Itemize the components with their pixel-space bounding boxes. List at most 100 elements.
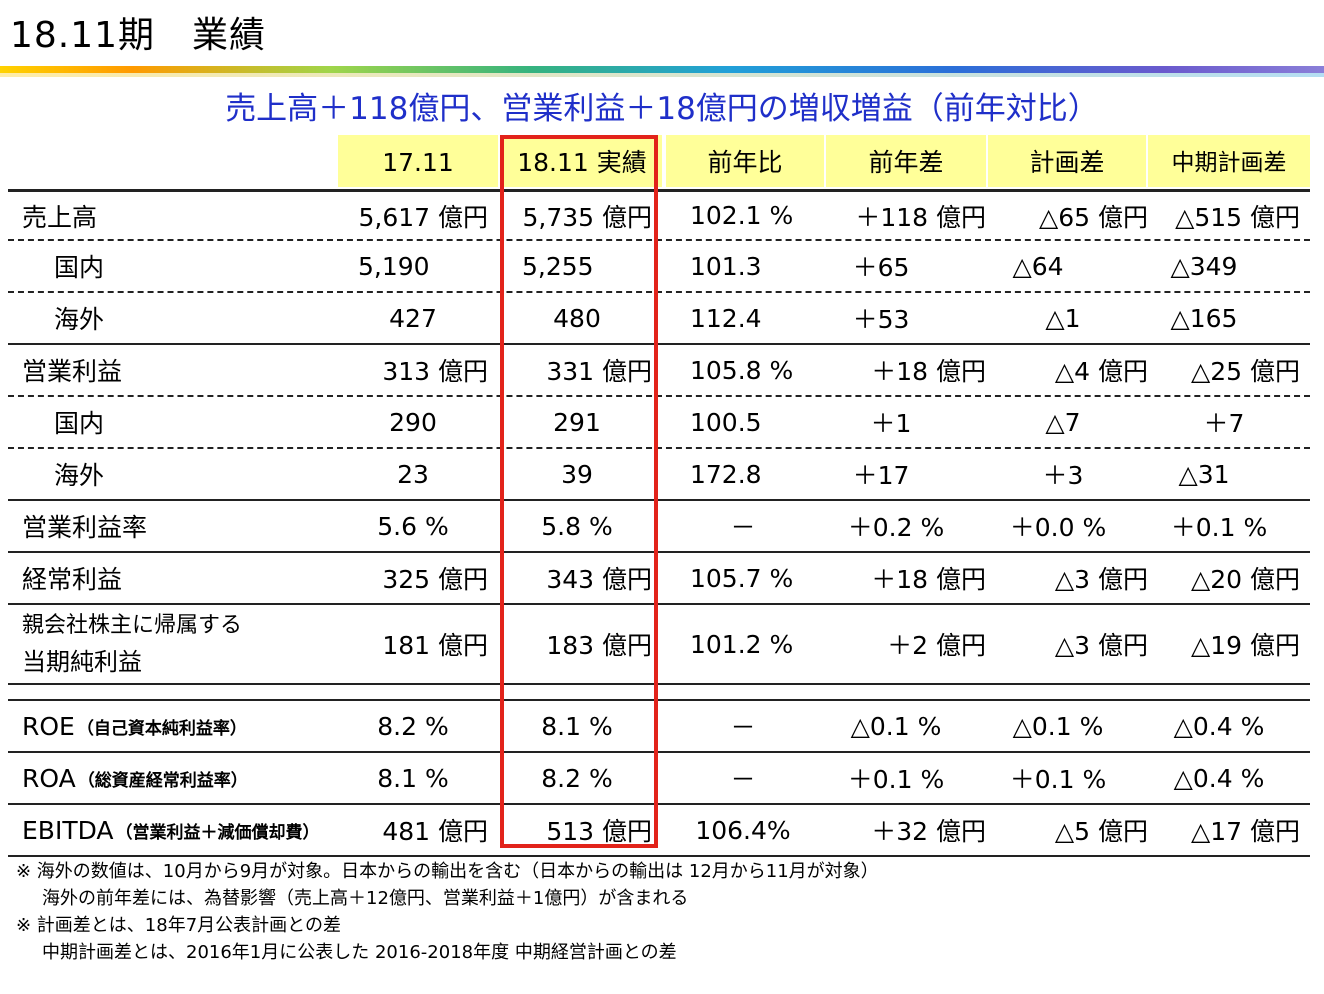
cell-midterm-diff: △31 xyxy=(1178,459,1230,489)
cell-yoy-ratio: 112.4 xyxy=(690,303,762,333)
cell-yoy-diff: ＋1 xyxy=(870,409,912,438)
page-title: 18.11期 業績 xyxy=(10,15,267,56)
cell-yoy-ratio: 106.4% xyxy=(695,815,791,845)
table-row: 経常利益 325 億円 343 億円 105.7 % ＋18 億円 △3 億円 … xyxy=(8,553,1310,605)
cell-yoy-diff: ＋32 億円 xyxy=(871,817,986,846)
cell-plan-diff: ＋0.0 % xyxy=(1009,513,1107,542)
table-row: 売上高 5,617 億円 5,735 億円 102.1 % ＋118 億円 △6… xyxy=(8,189,1310,241)
row-label: 海外 xyxy=(54,461,105,490)
row-label-note: （営業利益＋減価償却費） xyxy=(115,822,320,843)
cell-yoy-ratio: － xyxy=(730,765,756,794)
table-row: 営業利益 313 億円 331 億円 105.8 % ＋18 億円 △4 億円 … xyxy=(8,345,1310,397)
table-header: 17.11 18.11 実績 前年比 前年差 計画差 中期計画差 xyxy=(8,135,1310,189)
footnote: 海外の前年差には、為替影響（売上高＋12億円、営業利益＋1億円）が含まれる xyxy=(42,888,689,909)
cell-yoy-ratio: － xyxy=(730,713,756,742)
cell-18-11: 5.8 % xyxy=(541,511,613,541)
row-label: 経常利益 xyxy=(22,565,123,594)
cell-18-11: 480 xyxy=(553,303,601,333)
cell-18-11: 183 億円 xyxy=(546,631,652,660)
row-label: 海外 xyxy=(54,305,105,334)
row-label-main: ROA xyxy=(22,763,76,793)
cell-17-11: 427 xyxy=(389,303,437,333)
table-row: 親会社株主に帰属する 当期純利益 181 億円 183 億円 101.2 % ＋… xyxy=(8,605,1310,685)
cell-yoy-diff: ＋65 xyxy=(852,253,910,282)
cell-midterm-diff: △20 億円 xyxy=(1191,565,1300,594)
headline: 売上高＋118億円、営業利益＋18億円の増収増益（前年対比） xyxy=(225,91,1099,127)
cell-yoy-ratio: 101.3 xyxy=(690,251,762,281)
cell-yoy-diff: ＋118 億円 xyxy=(855,202,986,232)
col-header-plan-diff: 計画差 xyxy=(988,135,1146,187)
cell-yoy-ratio: － xyxy=(730,513,756,542)
cell-18-11: 5,735 億円 xyxy=(522,202,652,232)
cell-18-11: 39 xyxy=(561,459,593,489)
table-row: EBITDA （営業利益＋減価償却費） 481 億円 513 億円 106.4% … xyxy=(8,805,1310,857)
row-label: ROE （自己資本純利益率） xyxy=(22,701,247,751)
row-label: 営業利益率 xyxy=(22,513,148,542)
cell-18-11: 8.1 % xyxy=(541,711,613,741)
cell-17-11: 313 億円 xyxy=(382,357,488,386)
cell-yoy-ratio: 101.2 % xyxy=(690,629,794,659)
footnote: ※ 計画差とは、18年7月公表計画との差 xyxy=(16,915,341,936)
row-label: 国内 xyxy=(54,409,105,438)
cell-plan-diff: △65 億円 xyxy=(1039,202,1148,232)
row-label-main: EBITDA xyxy=(22,815,114,845)
footnote: 中期計画差とは、2016年1月に公表した 2016-2018年度 中期経営計画と… xyxy=(42,942,677,963)
footnotes: ※ 海外の数値は、10月から9月が対象。日本からの輸出を含む（日本からの輸出は … xyxy=(16,858,879,966)
table-row: ROA （総資産経常利益率） 8.1 % 8.2 % － ＋0.1 % ＋0.1 … xyxy=(8,753,1310,805)
cell-17-11: 23 xyxy=(397,459,429,489)
cell-yoy-diff: △0.1 % xyxy=(850,711,942,741)
cell-midterm-diff: △0.4 % xyxy=(1173,763,1265,793)
cell-plan-diff: △7 xyxy=(1045,407,1081,437)
cell-midterm-diff: △515 億円 xyxy=(1175,202,1300,232)
col-header-midterm-plan-diff: 中期計画差 xyxy=(1148,135,1310,187)
table-row: 国内 5,190 5,255 101.3 ＋65 △64 △349 xyxy=(8,241,1310,293)
table-spacer xyxy=(8,685,1310,701)
cell-17-11: 8.2 % xyxy=(377,711,449,741)
cell-plan-diff: △1 xyxy=(1045,303,1081,333)
cell-plan-diff: △3 億円 xyxy=(1054,565,1148,594)
cell-yoy-diff: ＋2 億円 xyxy=(887,631,986,660)
cell-yoy-diff: ＋53 xyxy=(852,305,910,334)
cell-midterm-diff: △25 億円 xyxy=(1191,357,1300,386)
cell-midterm-diff: △349 xyxy=(1170,251,1238,281)
row-label: 親会社株主に帰属する 当期純利益 xyxy=(22,605,242,683)
table-row: 海外 427 480 112.4 ＋53 △1 △165 xyxy=(8,293,1310,345)
cell-17-11: 290 xyxy=(389,407,437,437)
cell-18-11: 343 億円 xyxy=(546,565,652,594)
row-label: 国内 xyxy=(54,253,105,282)
cell-midterm-diff: ＋7 xyxy=(1203,409,1245,438)
row-label-note: （自己資本純利益率） xyxy=(76,718,247,739)
row-label-line2: 当期純利益 xyxy=(22,648,142,676)
table-row: ROE （自己資本純利益率） 8.2 % 8.1 % － △0.1 % △0.1 … xyxy=(8,701,1310,753)
cell-plan-diff: △4 億円 xyxy=(1054,357,1148,386)
cell-yoy-ratio: 105.7 % xyxy=(690,563,794,593)
cell-17-11: 8.1 % xyxy=(377,763,449,793)
cell-yoy-ratio: 102.1 % xyxy=(690,201,794,230)
row-label-line1: 親会社株主に帰属する xyxy=(22,613,243,638)
cell-yoy-diff: ＋18 億円 xyxy=(871,357,986,386)
cell-plan-diff: △3 億円 xyxy=(1054,631,1148,660)
row-label: ROA （総資産経常利益率） xyxy=(22,753,248,803)
cell-plan-diff: ＋3 xyxy=(1042,461,1084,490)
title-rainbow-rule xyxy=(0,66,1324,73)
cell-yoy-ratio: 105.8 % xyxy=(690,355,794,385)
cell-midterm-diff: △0.4 % xyxy=(1173,711,1265,741)
cell-18-11: 513 億円 xyxy=(546,817,652,846)
cell-18-11: 291 xyxy=(553,407,601,437)
cell-17-11: 5,617 億円 xyxy=(358,202,488,232)
cell-yoy-ratio: 100.5 xyxy=(690,407,762,437)
footnote: ※ 海外の数値は、10月から9月が対象。日本からの輸出を含む（日本からの輸出は … xyxy=(16,861,879,882)
cell-yoy-ratio: 172.8 xyxy=(690,459,762,489)
cell-yoy-diff: ＋18 億円 xyxy=(871,565,986,594)
cell-midterm-diff: △17 億円 xyxy=(1191,817,1300,846)
cell-18-11: 8.2 % xyxy=(541,763,613,793)
cell-18-11: 331 億円 xyxy=(546,357,652,386)
cell-17-11: 5.6 % xyxy=(377,511,449,541)
cell-yoy-diff: ＋0.1 % xyxy=(847,765,945,794)
results-table: 17.11 18.11 実績 前年比 前年差 計画差 中期計画差 売上高 5,6… xyxy=(8,135,1310,857)
cell-17-11: 325 億円 xyxy=(382,565,488,594)
cell-17-11: 5,190 xyxy=(358,251,430,281)
table-row: 国内 290 291 100.5 ＋1 △7 ＋7 xyxy=(8,397,1310,449)
cell-yoy-diff: ＋17 xyxy=(852,461,910,490)
row-label-note: （総資産経常利益率） xyxy=(77,770,248,791)
